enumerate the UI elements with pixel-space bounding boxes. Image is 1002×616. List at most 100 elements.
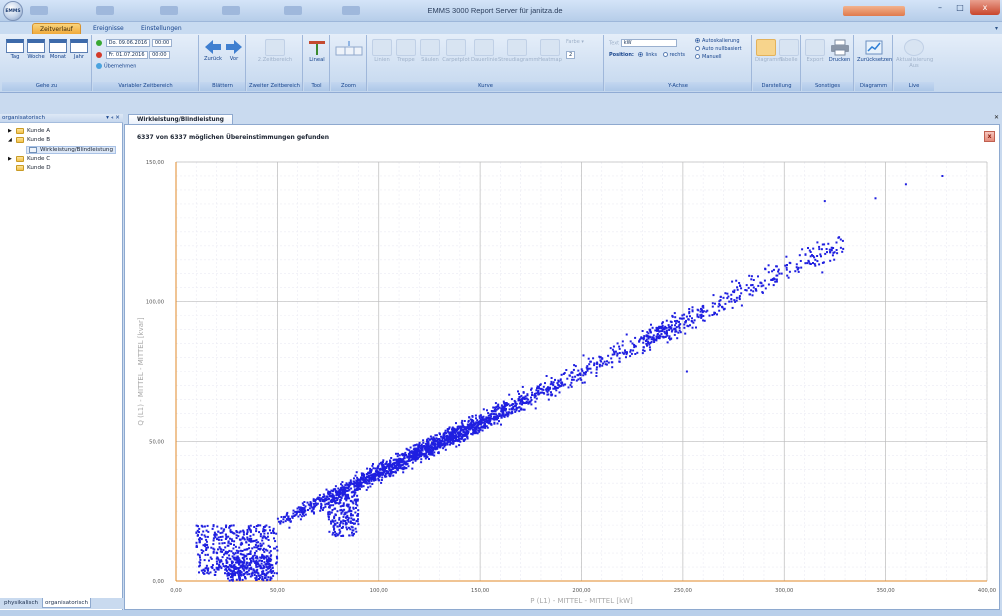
apply-button[interactable]: Übernehmen [96, 63, 136, 70]
end-date-field[interactable]: Fr. 01.07.2016 [105, 51, 148, 59]
view-diagram-button[interactable]: Diagramm [755, 39, 782, 63]
close-document-icon[interactable]: ✕ [993, 114, 999, 121]
data-point [502, 414, 505, 417]
curve-saeulen-button[interactable]: Säulen [419, 39, 441, 63]
curve-linien-button[interactable]: Linien [371, 39, 393, 63]
data-point [531, 394, 533, 396]
data-point [433, 451, 436, 454]
quick-access-lock-icon[interactable] [342, 6, 360, 15]
data-point [228, 564, 231, 567]
data-point [502, 405, 505, 408]
line-width-field[interactable]: 2 [566, 51, 576, 59]
jahr-button[interactable]: Jahr [70, 39, 88, 60]
quick-access-print-icon[interactable] [160, 6, 178, 15]
data-point [522, 401, 525, 404]
scale-zero-radio[interactable] [695, 46, 700, 51]
data-point [650, 338, 653, 341]
curve-dauerlinie-button[interactable]: Dauerlinie [471, 39, 498, 63]
tab-einstellungen[interactable]: Einstellungen [141, 25, 182, 32]
data-point [486, 416, 488, 419]
export-button[interactable]: Export [804, 39, 826, 63]
data-point [535, 389, 538, 392]
end-time-field[interactable]: 00:00 [149, 51, 170, 59]
tree-label: Kunde A [27, 128, 51, 134]
ruler-button[interactable]: Lineal [306, 39, 328, 63]
start-date-field[interactable]: Do. 09.06.2016 [105, 39, 151, 47]
panel-pin-close-icons[interactable]: ▾ ⫞ ✕ [106, 115, 120, 121]
quick-access-settings-icon[interactable] [284, 6, 302, 15]
ribbon-help-icon[interactable]: ▾ [994, 25, 998, 32]
scale-autoscale-option[interactable]: Autoskalierung [695, 38, 740, 44]
zoom-button[interactable] [335, 41, 363, 62]
auto-refresh-button[interactable]: Aktualisierung Aus [896, 39, 933, 69]
curve-heatmap-button[interactable]: Heatmap [537, 39, 563, 63]
scale-manual-option[interactable]: Manuell [695, 54, 722, 60]
scale-autoscale-radio[interactable] [695, 38, 700, 43]
quick-access-refresh-icon[interactable] [222, 6, 240, 15]
monat-button[interactable]: Monat [48, 39, 68, 60]
start-time-field[interactable]: 00:00 [151, 39, 173, 47]
tree-item-wirkleistung-blindleistung[interactable]: Wirkleistung/Blindleistung [26, 146, 117, 154]
print-button[interactable]: Drucken [827, 39, 852, 63]
data-point [337, 487, 340, 490]
tab-zeitverlauf[interactable]: Zeitverlauf [32, 23, 81, 34]
data-point [378, 462, 381, 465]
close-chart-button[interactable]: x [984, 131, 995, 142]
data-point [699, 310, 702, 313]
data-point [261, 560, 263, 562]
reset-diagram-button[interactable]: Zurücksetzen [857, 39, 892, 63]
quick-access-save-icon[interactable] [30, 6, 48, 15]
restore-button[interactable]: □ [956, 3, 964, 12]
collapse-icon[interactable]: ◢ [8, 137, 12, 143]
tab-physikalisch[interactable]: physikalisch [4, 600, 39, 606]
tree-item-kunde-a[interactable]: ▶ Kunde A [8, 128, 50, 134]
view-table-button[interactable]: Tabelle [778, 39, 799, 63]
curve-treppe-button[interactable]: Treppe [394, 39, 418, 63]
second-timerange-button[interactable]: 2.Zeitbereich [251, 39, 299, 63]
tree-item-kunde-d[interactable]: Kunde D [8, 165, 51, 171]
woche-button[interactable]: Woche [26, 39, 46, 60]
tree-item-kunde-c[interactable]: ▶ Kunde C [8, 156, 50, 162]
quick-access-open-icon[interactable] [96, 6, 114, 15]
position-right-radio[interactable] [662, 52, 668, 57]
data-point [302, 504, 305, 507]
curve-carpetplot-button[interactable]: Carpetplot [442, 39, 470, 63]
data-point [408, 454, 411, 457]
position-left-radio[interactable] [638, 52, 644, 57]
data-point [387, 472, 390, 475]
data-point [804, 262, 807, 265]
data-point [331, 519, 334, 522]
group-label-gehe-zu: Gehe zu [2, 82, 91, 91]
tab-ereignisse[interactable]: Ereignisse [93, 25, 124, 32]
unit-input[interactable]: kW [620, 39, 677, 47]
forward-button[interactable]: Vor [224, 39, 244, 62]
scale-zero-option[interactable]: Auto nullbasiert [695, 46, 742, 52]
data-point [688, 308, 691, 310]
data-point [833, 251, 836, 254]
data-point [360, 485, 363, 488]
data-point [254, 560, 257, 563]
application-menu-button[interactable]: EMMS [3, 1, 23, 21]
view-table-label: Tabelle [779, 57, 798, 63]
document-tab-wirkleistung-blindleistung[interactable]: Wirkleistung/Blindleistung [128, 114, 233, 124]
data-point [784, 264, 787, 267]
data-point [405, 454, 408, 456]
data-point [673, 333, 676, 336]
close-window-button[interactable]: x [970, 0, 1000, 15]
back-button[interactable]: Zurück [203, 39, 223, 62]
data-point [800, 266, 803, 269]
data-point [218, 542, 221, 545]
scatter-chart[interactable]: 0,00 50,00 100,00 150,00 200,00 250,00 300,00 3… [125, 135, 999, 609]
scale-manual-radio[interactable] [695, 54, 700, 59]
data-point [220, 567, 223, 570]
data-point [666, 332, 668, 335]
expand-icon[interactable]: ▶ [8, 128, 12, 134]
tree-item-kunde-b[interactable]: ◢ Kunde B [8, 137, 50, 143]
tab-organisatorisch[interactable]: organisatorisch [42, 598, 92, 608]
color-picker[interactable]: Farbe ▾ [566, 39, 584, 45]
data-point [493, 421, 496, 424]
expand-icon[interactable]: ▶ [8, 156, 12, 162]
minimize-button[interactable]: – [938, 3, 942, 12]
curve-streudiagramm-button[interactable]: Streudiagramm [498, 39, 538, 63]
tag-button[interactable]: Tag [6, 39, 24, 60]
